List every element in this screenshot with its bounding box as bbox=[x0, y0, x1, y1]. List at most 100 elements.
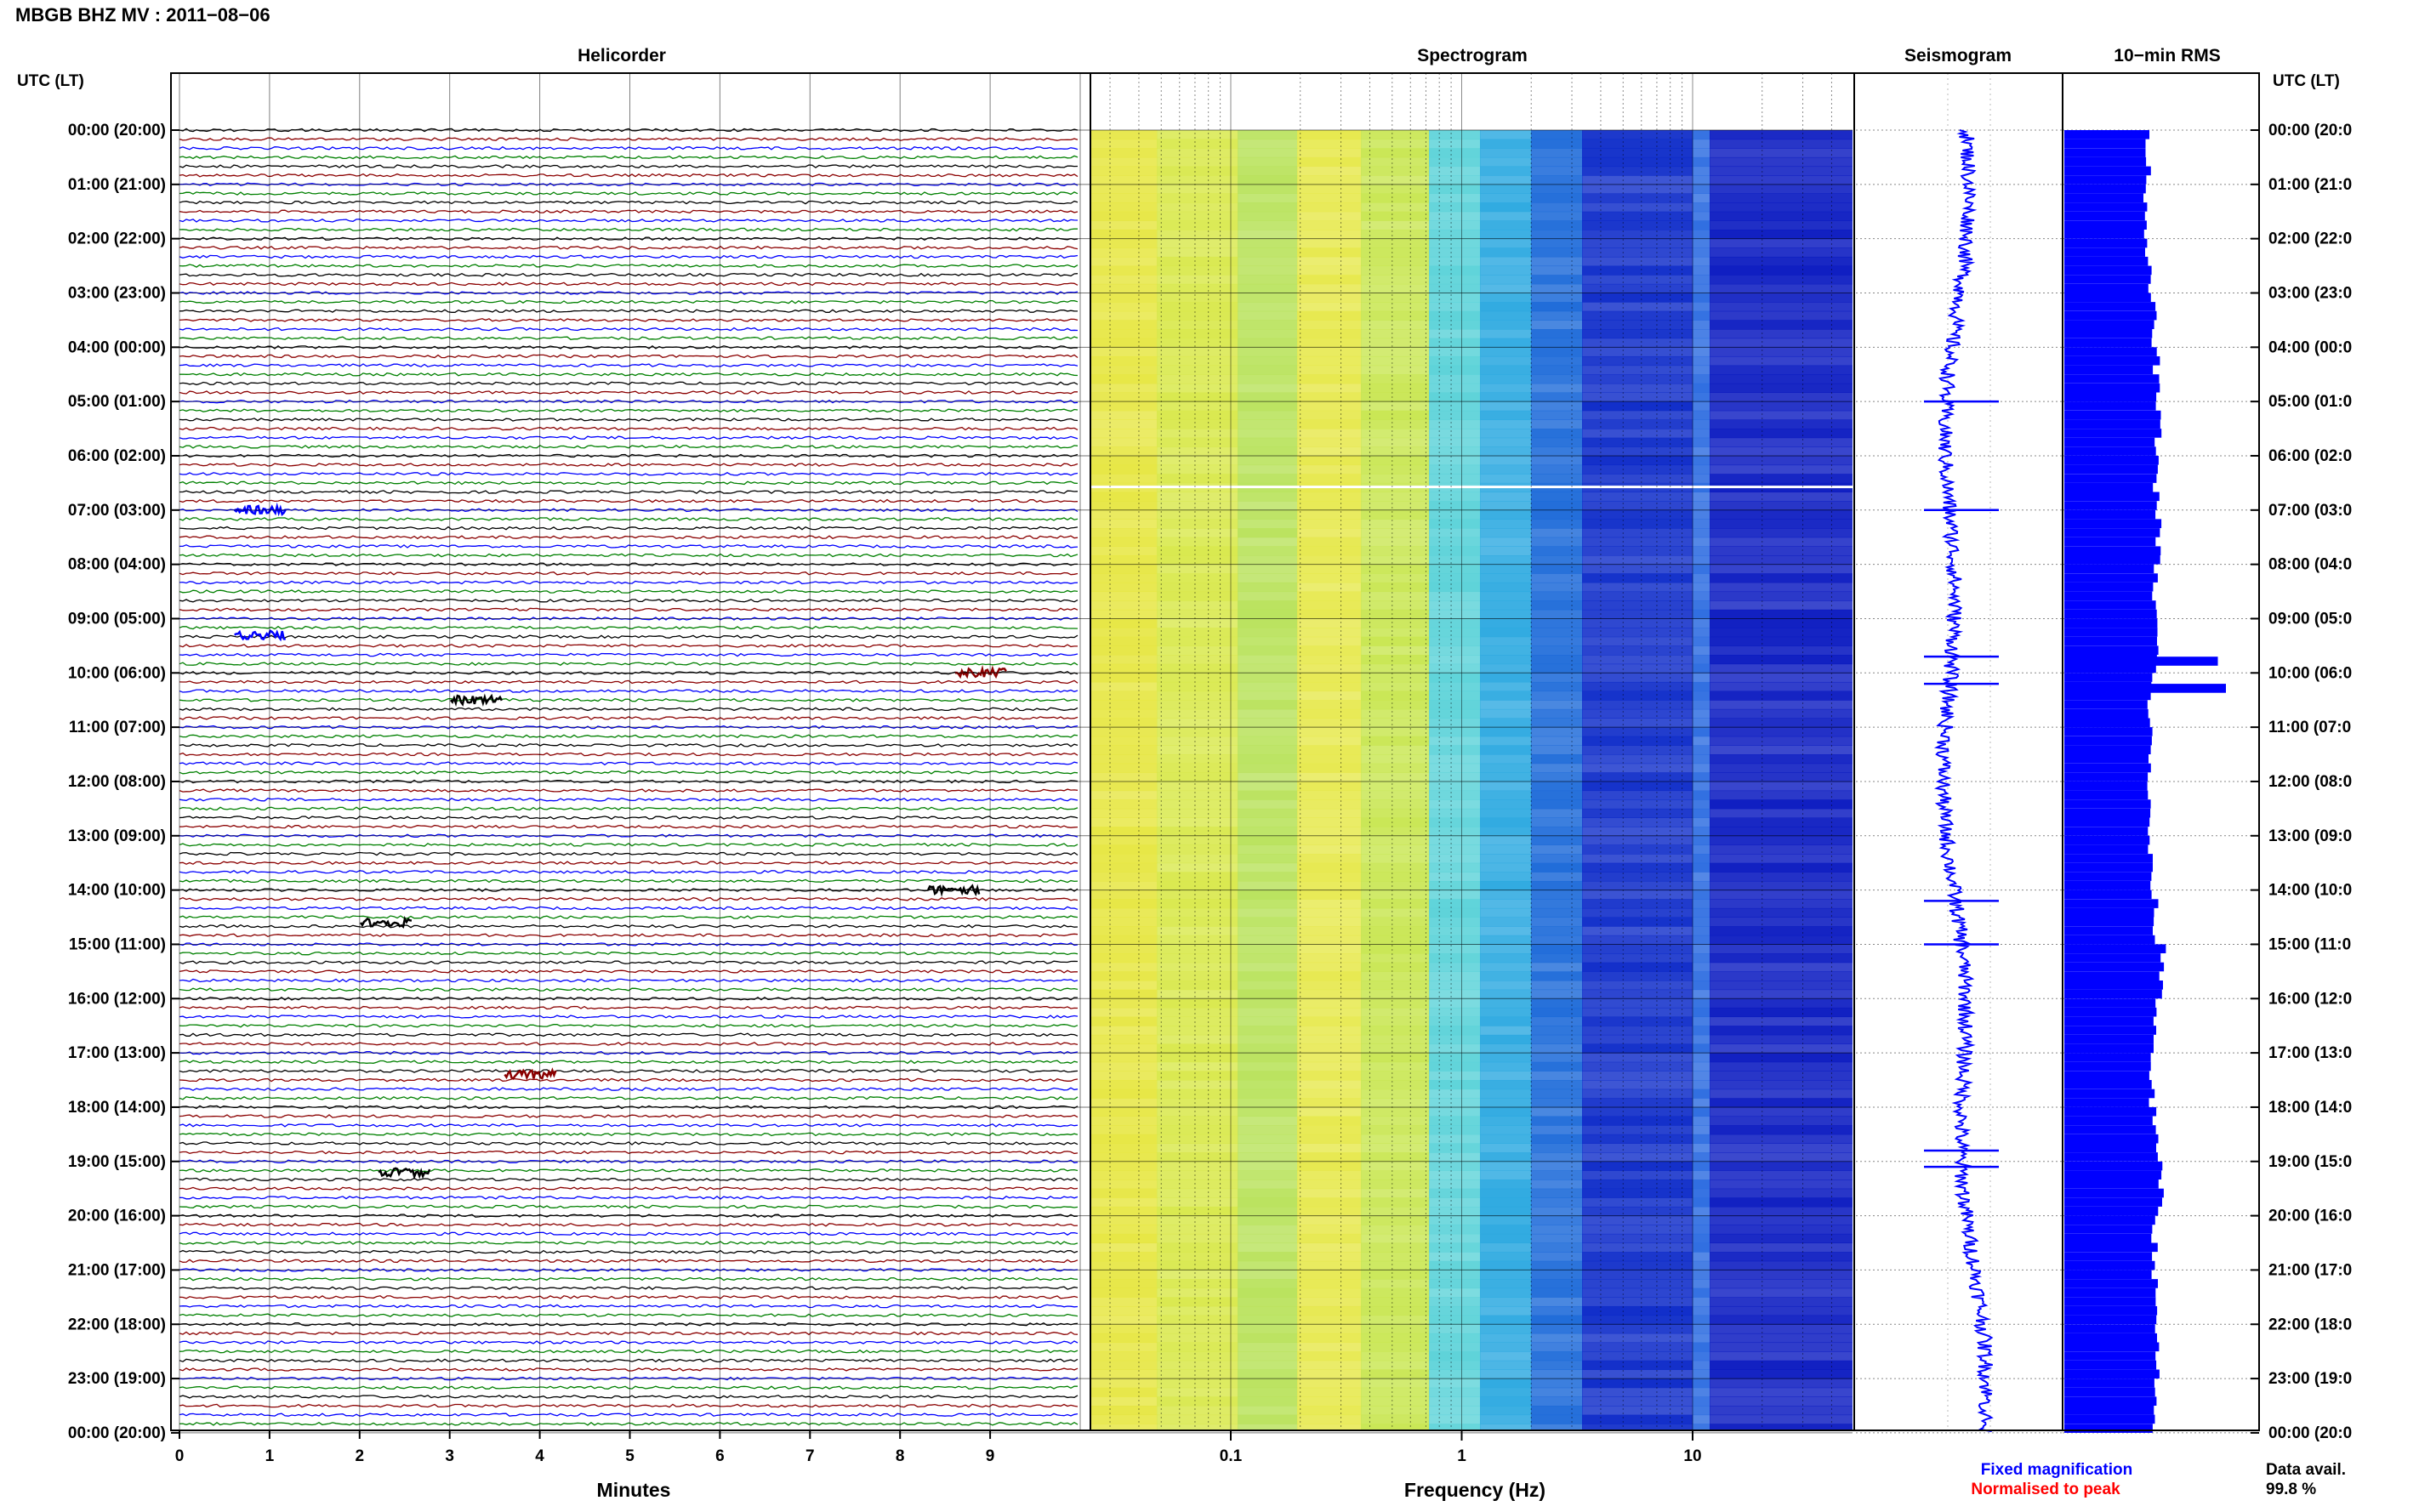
spectrogram-cell bbox=[1157, 817, 1238, 827]
spectrogram-cell bbox=[1429, 139, 1481, 149]
spectrogram-cell bbox=[1710, 799, 1853, 810]
spectrogram-row bbox=[1091, 1089, 1853, 1099]
spectrogram-cell bbox=[1480, 1315, 1532, 1325]
spectrogram-cell bbox=[1693, 981, 1710, 991]
spectrogram-cell bbox=[1429, 1206, 1481, 1217]
spectrogram-cell bbox=[1297, 582, 1362, 593]
helicorder-trace bbox=[179, 191, 1079, 196]
spectrogram-cell bbox=[1238, 645, 1298, 656]
spectrogram-cell bbox=[1297, 193, 1362, 203]
spectrogram-cell bbox=[1091, 817, 1158, 827]
spectrogram-cell bbox=[1480, 1387, 1532, 1397]
spectrogram-cell bbox=[1091, 310, 1158, 321]
spectrogram-cell bbox=[1157, 1116, 1238, 1126]
spectrogram-cell bbox=[1693, 230, 1710, 240]
spectrogram-cell bbox=[1531, 926, 1583, 936]
spectrogram-cell bbox=[1238, 265, 1298, 276]
spectrogram-cell bbox=[1157, 392, 1238, 402]
spectrogram-cell bbox=[1710, 383, 1853, 394]
spectrogram-cell bbox=[1238, 708, 1298, 719]
time-label-left: 16:00 (12:00) bbox=[68, 990, 166, 1008]
spectrogram-cell bbox=[1582, 546, 1693, 556]
spectrogram-cell bbox=[1091, 1225, 1158, 1235]
spectrogram-cell bbox=[1429, 790, 1481, 800]
spectrogram-cell bbox=[1480, 392, 1532, 402]
helicorder-trace bbox=[179, 634, 1079, 639]
spectrogram-row bbox=[1091, 175, 1853, 185]
minute-tick-label: 5 bbox=[625, 1447, 635, 1465]
spectrogram-cell bbox=[1531, 1387, 1583, 1397]
spectrogram-cell bbox=[1429, 1125, 1481, 1135]
spectrogram-cell bbox=[1480, 1360, 1532, 1370]
spectrogram-cell bbox=[1710, 283, 1853, 293]
spectrogram-cell bbox=[1480, 202, 1532, 213]
spectrogram-cell bbox=[1531, 844, 1583, 855]
helicorder-trace bbox=[179, 679, 1079, 685]
spectrogram-cell bbox=[1531, 1007, 1583, 1018]
spectrogram-cell bbox=[1693, 1215, 1710, 1225]
spectrogram-cell bbox=[1710, 1206, 1853, 1217]
spectrogram-cell bbox=[1693, 935, 1710, 945]
spectrogram-cell bbox=[1091, 1143, 1158, 1153]
spectrogram-cell bbox=[1429, 1315, 1481, 1325]
helicorder-trace bbox=[179, 644, 1078, 648]
spectrogram-cell bbox=[1238, 1351, 1298, 1361]
spectrogram-cell bbox=[1361, 591, 1430, 601]
spectrogram-cell bbox=[1582, 519, 1693, 529]
spectrogram-cell bbox=[1297, 609, 1362, 619]
spectrogram-cell bbox=[1091, 211, 1158, 221]
spectrogram-cell bbox=[1091, 320, 1158, 330]
spectrogram-cell bbox=[1531, 275, 1583, 285]
spectrogram-cell bbox=[1157, 1252, 1238, 1262]
helicorder-trace bbox=[179, 1195, 1079, 1200]
spectrogram-cell bbox=[1582, 211, 1693, 221]
spectrogram-cell bbox=[1091, 1116, 1158, 1126]
spectrogram-cell bbox=[1091, 962, 1158, 972]
spectrogram-cell bbox=[1582, 655, 1693, 665]
spectrogram-cell bbox=[1531, 1098, 1583, 1108]
spectrogram-cell bbox=[1361, 247, 1430, 258]
rms-bar bbox=[2064, 365, 2154, 375]
spectrogram-cell bbox=[1429, 175, 1481, 185]
spectrogram-cell bbox=[1091, 745, 1158, 755]
spectrogram-cell bbox=[1710, 247, 1853, 258]
spectrogram-cell bbox=[1710, 1333, 1853, 1344]
spectrogram-cell bbox=[1361, 320, 1430, 330]
helicorder-trace bbox=[179, 390, 1078, 395]
spectrogram-cell bbox=[1361, 211, 1430, 221]
spectrogram-cell bbox=[1091, 691, 1158, 701]
spectrogram-cell bbox=[1297, 962, 1362, 972]
helicorder-trace bbox=[179, 1358, 1079, 1363]
spectrogram-cell bbox=[1710, 890, 1853, 900]
spectrogram-cell bbox=[1531, 265, 1583, 276]
spectrogram-cell bbox=[1693, 446, 1710, 457]
spectrogram-cell bbox=[1361, 1080, 1430, 1090]
rms-bar bbox=[2064, 392, 2157, 402]
spectrogram-cell bbox=[1297, 681, 1362, 692]
spectrogram-cell bbox=[1297, 1315, 1362, 1325]
spectrogram-cell bbox=[1238, 591, 1298, 601]
spectrogram-cell bbox=[1238, 156, 1298, 168]
spectrogram-cell bbox=[1297, 329, 1362, 339]
spectrogram-cell bbox=[1091, 899, 1158, 909]
spectrogram-cell bbox=[1091, 166, 1158, 176]
spectrogram-title: Spectrogram bbox=[1417, 46, 1528, 65]
spectrogram-cell bbox=[1582, 329, 1693, 339]
spectrogram-cell bbox=[1157, 175, 1238, 185]
spectrogram-cell bbox=[1582, 148, 1693, 158]
spectrogram-cell bbox=[1429, 981, 1481, 991]
spectrogram-cell bbox=[1238, 736, 1298, 746]
spectrogram-cell bbox=[1238, 1233, 1298, 1244]
helicorder-trace bbox=[179, 924, 1079, 929]
rms-bar bbox=[2064, 1279, 2158, 1288]
spectrogram-cell bbox=[1480, 537, 1532, 547]
spectrogram-cell bbox=[1710, 573, 1853, 583]
spectrogram-cell bbox=[1480, 736, 1532, 746]
spectrogram-cell bbox=[1091, 835, 1158, 845]
spectrogram-cell bbox=[1091, 1360, 1158, 1370]
spectrogram-cell bbox=[1480, 971, 1532, 981]
spectrogram-cell bbox=[1582, 700, 1693, 710]
spectrogram-cell bbox=[1582, 844, 1693, 855]
spectrogram-cell bbox=[1361, 935, 1430, 945]
spectrogram-cell bbox=[1710, 184, 1853, 194]
